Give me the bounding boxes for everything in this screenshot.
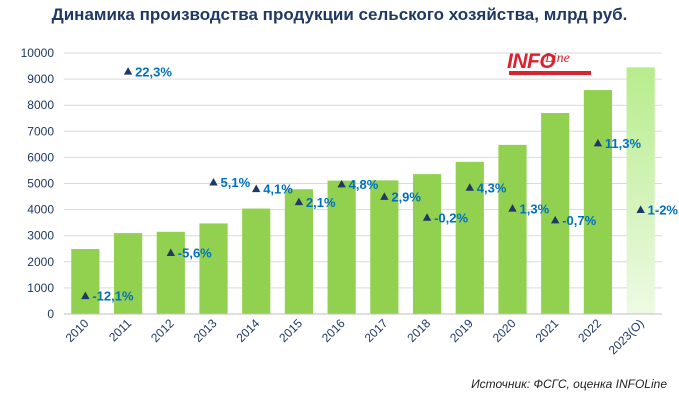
growth-label: -0,7% bbox=[562, 213, 596, 228]
x-tick-label: 2010 bbox=[63, 316, 92, 345]
x-tick-label: 2011 bbox=[106, 316, 134, 344]
growth-markers bbox=[81, 67, 645, 300]
y-tick-label: 10000 bbox=[21, 46, 55, 60]
growth-label: 1,3% bbox=[520, 201, 550, 216]
growth-label: 4,8% bbox=[349, 177, 379, 192]
x-tick-label: 2022 bbox=[575, 316, 604, 345]
growth-label: -12,1% bbox=[92, 289, 134, 304]
growth-label: 4,1% bbox=[263, 182, 293, 197]
bar bbox=[370, 180, 399, 314]
growth-marker bbox=[465, 183, 474, 191]
y-tick-label: 0 bbox=[47, 307, 54, 321]
infoline-logo: INFO Line bbox=[507, 50, 592, 76]
growth-marker bbox=[593, 138, 603, 147]
x-tick-label: 2017 bbox=[362, 316, 391, 345]
growth-marker bbox=[380, 192, 389, 200]
growth-marker bbox=[252, 184, 261, 193]
y-tick-label: 7000 bbox=[27, 124, 54, 138]
growth-label: 5,1% bbox=[221, 175, 251, 190]
logo-main-text: INFO bbox=[507, 50, 556, 73]
x-tick-label: 2016 bbox=[319, 316, 348, 345]
growth-marker bbox=[551, 215, 560, 224]
x-tick-label: 2012 bbox=[148, 316, 177, 345]
growth-label: 2,9% bbox=[391, 190, 421, 205]
growth-label: -5,6% bbox=[178, 246, 212, 261]
bar bbox=[113, 233, 143, 314]
bars bbox=[71, 67, 655, 314]
growth-marker bbox=[636, 205, 645, 213]
x-axis-ticks: 2010 2011 2012 2013 2014 2015 2016 2017 2018 2019… bbox=[63, 316, 647, 357]
y-tick-label: 9000 bbox=[27, 72, 54, 86]
x-tick-label: 2021 bbox=[533, 316, 562, 345]
bar bbox=[583, 90, 613, 314]
growth-label: 11,3% bbox=[605, 136, 642, 151]
x-tick-label: 2023(О) bbox=[606, 316, 647, 357]
bar bbox=[199, 223, 228, 314]
x-tick-label: 2020 bbox=[490, 316, 519, 345]
growth-label: 22,3% bbox=[135, 64, 172, 79]
y-tick-label: 3000 bbox=[27, 229, 54, 243]
bar bbox=[541, 113, 570, 314]
growth-marker bbox=[166, 248, 175, 257]
y-tick-label: 1000 bbox=[27, 281, 54, 295]
growth-label: 2,1% bbox=[306, 195, 336, 210]
growth-marker bbox=[508, 204, 517, 212]
bar bbox=[242, 208, 271, 314]
bar bbox=[498, 144, 527, 314]
bar bbox=[327, 180, 356, 314]
x-tick-label: 2019 bbox=[447, 316, 476, 345]
growth-label: 1-2% bbox=[648, 203, 679, 218]
growth-label: -0,2% bbox=[434, 210, 468, 225]
bar bbox=[284, 189, 314, 314]
growth-marker bbox=[209, 177, 218, 186]
x-tick-label: 2014 bbox=[234, 316, 263, 345]
x-tick-label: 2015 bbox=[276, 316, 305, 345]
growth-marker bbox=[422, 213, 432, 221]
bar bbox=[412, 174, 442, 314]
x-tick-label: 2018 bbox=[404, 316, 433, 345]
y-tick-label: 8000 bbox=[27, 98, 54, 112]
growth-marker bbox=[294, 197, 304, 206]
source-note: Источник: ФСГС, оценка INFOLine bbox=[471, 377, 667, 391]
growth-marker bbox=[337, 179, 346, 188]
growth-marker bbox=[81, 291, 90, 300]
y-tick-label: 4000 bbox=[27, 203, 54, 217]
chart-title: Динамика производства продукции сельског… bbox=[51, 5, 628, 24]
bar bbox=[71, 249, 100, 314]
y-tick-label: 5000 bbox=[27, 177, 54, 191]
x-tick-label: 2013 bbox=[191, 316, 220, 345]
growth-label: 4,3% bbox=[477, 180, 507, 195]
bar bbox=[156, 231, 185, 314]
y-tick-label: 2000 bbox=[27, 255, 54, 269]
bar-forecast bbox=[626, 67, 655, 314]
logo-strip bbox=[509, 71, 591, 75]
y-axis-ticks: 0 1000 2000 3000 4000 5000 6000 7000 8000 9000 100… bbox=[21, 46, 55, 321]
logo-sub-text: Line bbox=[545, 51, 570, 66]
y-tick-label: 6000 bbox=[27, 150, 54, 164]
growth-labels: -12,1% 22,3% -5,6% 5,1% 4,1% 2,1% 4,8% 2,9% -0,2… bbox=[92, 64, 678, 303]
growth-marker bbox=[123, 67, 133, 75]
